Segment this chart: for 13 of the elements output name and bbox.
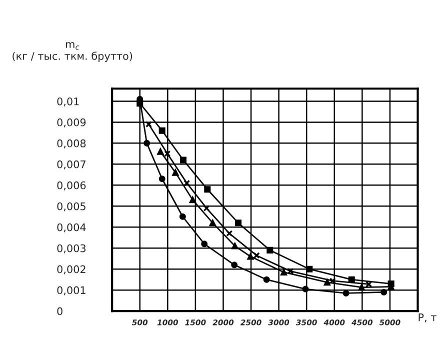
y-tick-label: 0,008 [57,139,86,148]
y-tick-label: 0 [57,307,62,316]
y-tick-label: 0,006 [57,181,86,190]
y-tick-label: 0,005 [57,202,86,212]
y-tick-label: 0,01 [57,97,79,106]
y-tick-label: 0,009 [57,118,86,128]
y-tick-label: 0,004 [57,223,86,232]
y-tick-label: 0,007 [57,160,86,170]
y-tick-label: 0,002 [57,265,86,274]
y-tick-label: 0,003 [57,244,86,254]
y-tick-label: 0,001 [57,286,86,296]
x-axis-title: P, т [418,314,436,322]
y-axis-title: m$_{c}$ (кг / тыс. ткм. брутто) [12,42,132,62]
